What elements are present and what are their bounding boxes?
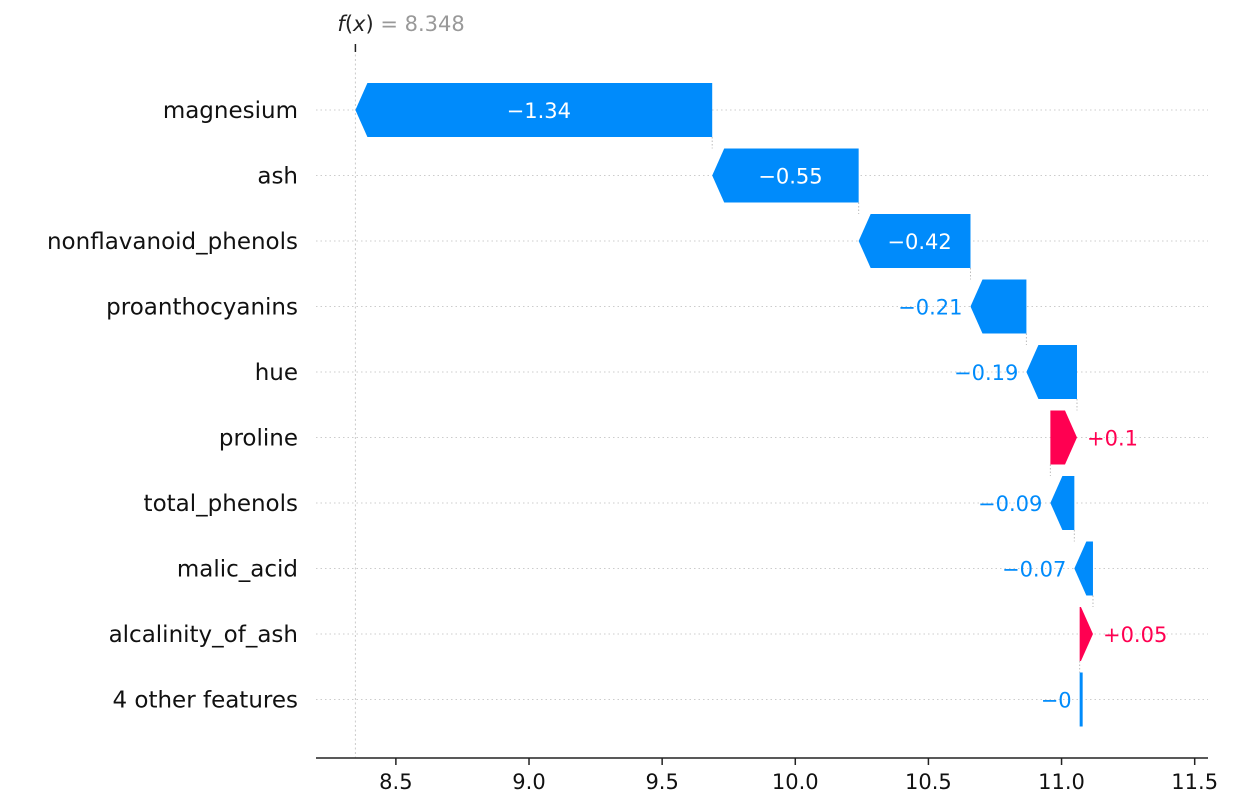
negative-bar xyxy=(1074,541,1093,596)
x-tick-label: 11.0 xyxy=(1038,770,1085,794)
bar-value-label: −0.07 xyxy=(1002,558,1066,582)
fx-label: f(x) = 8.348 xyxy=(337,12,464,36)
feature-label: hue xyxy=(255,360,298,386)
bar-value-label: −0.09 xyxy=(978,492,1042,516)
x-tick-label: 8.5 xyxy=(379,770,412,794)
feature-label: alcalinity_of_ash xyxy=(109,622,298,648)
positive-bar xyxy=(1079,607,1093,661)
bar-value-label: −0.19 xyxy=(954,361,1018,385)
feature-label: proanthocyanins xyxy=(106,295,298,321)
feature-label: total_phenols xyxy=(144,491,298,517)
x-tick-label: 11.5 xyxy=(1171,770,1218,794)
negative-bar xyxy=(712,148,859,203)
feature-label: nonflavanoid_phenols xyxy=(47,229,298,255)
bar-value-label: +0.05 xyxy=(1103,623,1167,647)
feature-label: magnesium xyxy=(163,98,298,124)
x-tick-label: 10.5 xyxy=(905,770,952,794)
negative-bar xyxy=(970,279,1027,334)
bar-value-label: −0 xyxy=(1041,689,1072,713)
x-tick-label: 10.0 xyxy=(772,770,819,794)
negative-bar xyxy=(1079,672,1083,727)
bar-value-label: −0.21 xyxy=(898,296,962,320)
x-tick-label: 9.5 xyxy=(645,770,678,794)
negative-bar xyxy=(355,83,713,137)
bar-value-label: +0.1 xyxy=(1087,427,1138,451)
feature-label: malic_acid xyxy=(177,557,298,583)
negative-bar xyxy=(1026,345,1077,399)
feature-label: ash xyxy=(257,164,298,190)
negative-bar xyxy=(858,214,971,268)
bar-value-label: −0.42 xyxy=(887,230,951,254)
bar-value-label: −0.55 xyxy=(758,165,822,189)
positive-bar xyxy=(1050,410,1077,465)
negative-bar xyxy=(1050,476,1075,530)
feature-label: proline xyxy=(219,426,298,452)
bar-value-label: −1.34 xyxy=(507,99,571,123)
x-tick-label: 9.0 xyxy=(512,770,545,794)
feature-label: 4 other features xyxy=(112,688,298,714)
